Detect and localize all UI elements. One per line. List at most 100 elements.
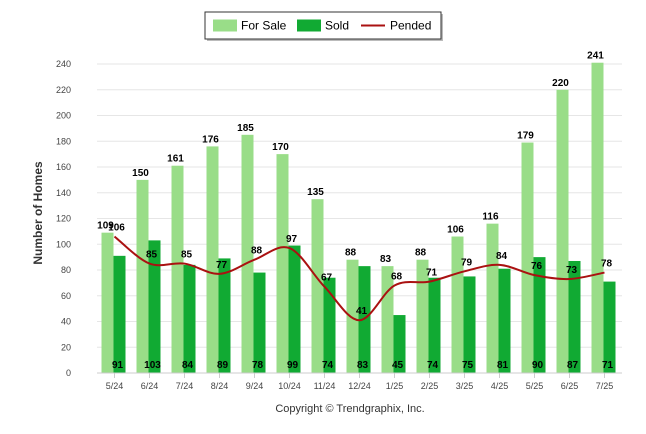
y-tick-label: 20 bbox=[61, 342, 71, 352]
bar-sold bbox=[148, 240, 161, 373]
y-tick-label: 180 bbox=[56, 136, 71, 146]
data-label-for-sale: 241 bbox=[587, 51, 604, 62]
data-label-sold: 87 bbox=[567, 360, 579, 371]
bar-for-sale bbox=[521, 142, 534, 373]
x-tick-label: 5/24 bbox=[106, 381, 124, 391]
y-tick-label: 120 bbox=[56, 214, 71, 224]
bar-for-sale bbox=[101, 232, 114, 373]
x-tick-label: 11/24 bbox=[314, 381, 336, 391]
copyright-credit: Copyright © Trendgraphix, Inc. bbox=[275, 403, 424, 415]
x-tick-label: 3/25 bbox=[456, 381, 474, 391]
pended-line bbox=[113, 235, 605, 322]
data-label-pended: 85 bbox=[146, 250, 158, 261]
y-tick-label: 240 bbox=[56, 59, 71, 69]
x-tick-label: 6/25 bbox=[561, 381, 579, 391]
bar-for-sale bbox=[556, 89, 569, 373]
bar-for-sale bbox=[276, 154, 289, 373]
data-label-for-sale: 170 bbox=[272, 142, 289, 153]
data-label-pended: 73 bbox=[566, 265, 578, 276]
y-tick-label: 40 bbox=[61, 317, 71, 327]
bar-for-sale bbox=[136, 179, 149, 373]
data-label-pended: 68 bbox=[391, 271, 403, 282]
data-label-pended: 41 bbox=[356, 306, 368, 317]
data-label-for-sale: 109 bbox=[97, 221, 114, 232]
data-label-sold: 91 bbox=[112, 360, 124, 371]
data-label-sold: 90 bbox=[532, 360, 544, 371]
axes: 0 20 40 60 80 100 120 140 160 180 200 220 240 5/24 6/2… bbox=[56, 59, 622, 391]
bar-for-sale bbox=[591, 62, 604, 374]
x-tick-label: 5/25 bbox=[526, 381, 544, 391]
y-tick-label: 220 bbox=[56, 85, 71, 95]
legend-swatch-sold bbox=[297, 19, 321, 32]
bar-sold bbox=[218, 258, 231, 373]
bar-sold bbox=[428, 277, 441, 373]
bar-sold bbox=[323, 277, 336, 373]
bar-sold bbox=[463, 276, 476, 373]
data-label-sold: 84 bbox=[182, 360, 194, 371]
x-tick-label: 1/25 bbox=[386, 381, 404, 391]
bar-for-sale bbox=[311, 199, 324, 373]
data-label-for-sale: 179 bbox=[517, 131, 534, 142]
x-tick-label: 7/24 bbox=[176, 381, 194, 391]
y-tick-label: 100 bbox=[56, 239, 71, 249]
data-label-sold: 89 bbox=[217, 360, 229, 371]
data-labels: 109 91 150 103 161 84 176 89 185 78 170 99 135 74 88 83… bbox=[97, 51, 613, 371]
data-label-for-sale: 106 bbox=[447, 225, 464, 236]
y-tick-label: 80 bbox=[61, 265, 71, 275]
data-label-pended: 78 bbox=[601, 259, 613, 270]
bar-sold bbox=[393, 315, 406, 373]
data-label-pended: 85 bbox=[181, 250, 193, 261]
legend-label-for-sale: For Sale bbox=[241, 19, 287, 33]
x-tick-label: 10/24 bbox=[278, 381, 301, 391]
data-label-for-sale: 220 bbox=[552, 78, 569, 89]
data-label-pended: 77 bbox=[216, 260, 228, 271]
data-label-sold: 103 bbox=[144, 360, 161, 371]
data-label-pended: 88 bbox=[251, 246, 263, 257]
data-label-for-sale: 185 bbox=[237, 123, 254, 134]
x-tick-label: 12/24 bbox=[348, 381, 371, 391]
data-label-for-sale: 135 bbox=[307, 187, 324, 198]
x-tick-label: 6/24 bbox=[141, 381, 159, 391]
data-label-sold: 99 bbox=[287, 360, 299, 371]
x-tick-label: 2/25 bbox=[421, 381, 439, 391]
data-label-pended: 71 bbox=[426, 268, 438, 279]
data-label-sold: 45 bbox=[392, 360, 404, 371]
bar-sold bbox=[603, 281, 616, 373]
legend-swatch-for-sale bbox=[213, 19, 237, 32]
data-label-pended: 67 bbox=[321, 273, 333, 284]
y-tick-label: 140 bbox=[56, 188, 71, 198]
data-label-for-sale: 83 bbox=[380, 254, 392, 265]
legend-label-pended: Pended bbox=[390, 19, 431, 33]
bar-sold bbox=[113, 255, 126, 373]
x-tick-label: 8/24 bbox=[211, 381, 229, 391]
data-label-for-sale: 88 bbox=[415, 248, 427, 259]
bar-for-sale bbox=[346, 259, 359, 373]
bar-for-sale bbox=[381, 266, 394, 373]
series-line-pended bbox=[113, 235, 605, 322]
data-label-pended: 97 bbox=[286, 234, 298, 245]
data-label-for-sale: 116 bbox=[482, 212, 499, 223]
data-label-sold: 83 bbox=[357, 360, 369, 371]
data-label-for-sale: 161 bbox=[167, 154, 184, 165]
y-tick-label: 200 bbox=[56, 111, 71, 121]
data-label-sold: 74 bbox=[322, 360, 334, 371]
bar-for-sale bbox=[206, 146, 219, 373]
bar-sold bbox=[253, 272, 266, 373]
data-label-for-sale: 176 bbox=[202, 134, 219, 145]
data-label-pended: 79 bbox=[461, 257, 473, 268]
data-label-pended: 84 bbox=[496, 251, 508, 262]
y-axis-label: Number of Homes bbox=[31, 161, 45, 265]
bars bbox=[101, 62, 616, 374]
bar-sold bbox=[568, 260, 581, 373]
x-tick-label: 4/25 bbox=[491, 381, 509, 391]
y-tick-label: 60 bbox=[61, 291, 71, 301]
x-tick-label: 7/25 bbox=[596, 381, 614, 391]
legend-box bbox=[204, 11, 442, 40]
bar-for-sale bbox=[416, 259, 429, 373]
data-label-for-sale: 88 bbox=[345, 248, 357, 259]
data-label-pended: 106 bbox=[108, 223, 125, 234]
data-label-sold: 81 bbox=[497, 360, 509, 371]
data-label-sold: 74 bbox=[427, 360, 439, 371]
y-tick-label: 160 bbox=[56, 162, 71, 172]
